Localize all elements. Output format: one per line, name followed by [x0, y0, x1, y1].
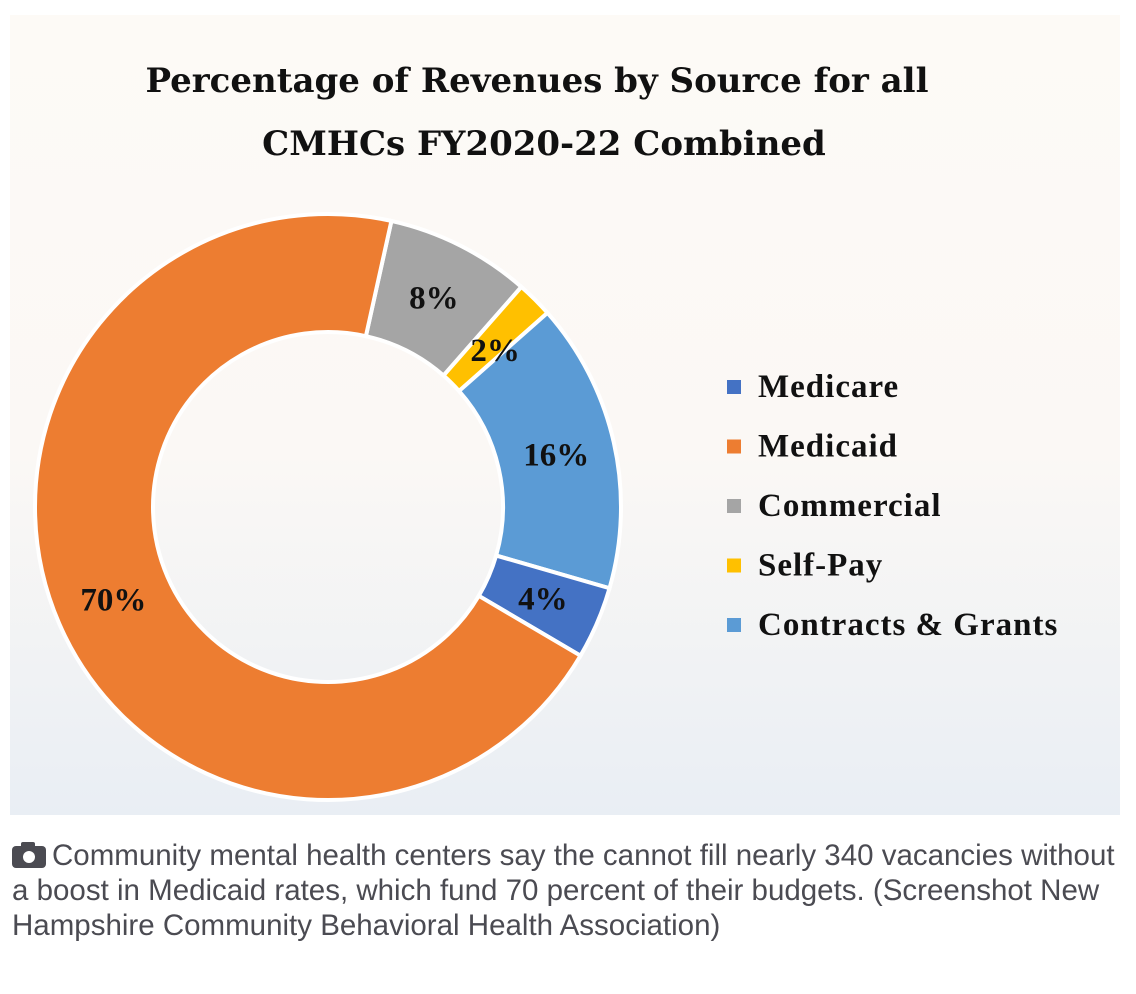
- donut-slice-medicaid: [33, 212, 584, 802]
- legend-label: Contracts & Grants: [758, 607, 1058, 643]
- data-label: 16%: [523, 438, 589, 474]
- legend-label: Medicaid: [758, 429, 898, 465]
- photo-caption: Community mental health centers say the …: [12, 838, 1127, 943]
- legend-label: Self-Pay: [758, 548, 883, 584]
- caption-text: Community mental health centers say the …: [12, 839, 1115, 942]
- legend-label: Medicare: [758, 369, 899, 405]
- chart-title-line-1: Percentage of Revenues by Source for all: [145, 61, 928, 101]
- data-label: 4%: [518, 582, 568, 618]
- data-label: 2%: [470, 333, 520, 369]
- legend-swatch: [727, 499, 741, 513]
- data-label: 70%: [80, 582, 146, 618]
- legend-swatch: [727, 618, 741, 632]
- camera-icon: [12, 842, 46, 868]
- donut-chart: Percentage of Revenues by Source for all…: [33, 61, 1058, 802]
- data-label: 8%: [409, 280, 459, 316]
- legend-label: Commercial: [758, 488, 942, 524]
- chart-title-line-2: CMHCs FY2020-22 Combined: [262, 124, 826, 164]
- legend-swatch: [727, 558, 741, 573]
- legend-swatch: [727, 439, 741, 454]
- donut-slice-contracts-grants: [456, 310, 623, 591]
- legend-swatch: [727, 380, 741, 394]
- chart-area: Percentage of Revenues by Source for all…: [10, 15, 1120, 815]
